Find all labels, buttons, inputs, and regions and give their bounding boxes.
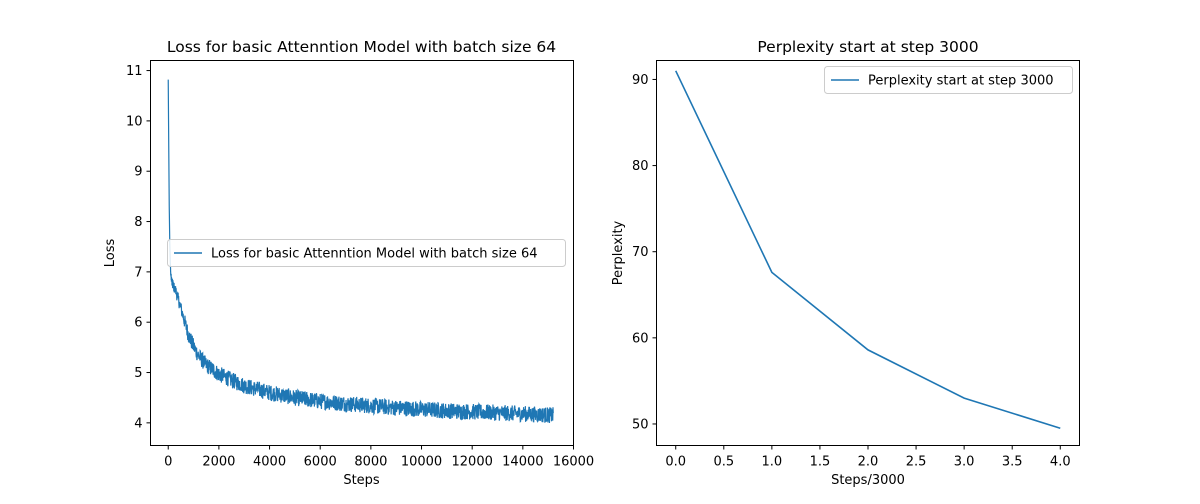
perplexity-x-tick-label: 3.0 bbox=[954, 455, 975, 470]
loss-y-tick-label: 6 bbox=[134, 316, 142, 331]
loss-chart: Loss for basic Attenntion Model with bat… bbox=[103, 38, 594, 488]
loss-y-axis-label: Loss bbox=[103, 239, 118, 268]
perplexity-x-tick-label: 1.5 bbox=[810, 455, 831, 470]
loss-x-tick-label: 0 bbox=[164, 455, 172, 470]
perplexity-x-tick-label: 2.5 bbox=[906, 455, 927, 470]
loss-x-tick-label: 2000 bbox=[202, 455, 235, 470]
loss-x-tick-label: 4000 bbox=[253, 455, 286, 470]
loss-x-tick-label: 6000 bbox=[304, 455, 337, 470]
perplexity-legend-label: Perplexity start at step 3000 bbox=[868, 74, 1054, 89]
perplexity-chart: Perplexity start at step 3000 0.0 0.5 1.0 1… bbox=[611, 38, 1080, 488]
perplexity-y-axis-label: Perplexity bbox=[611, 220, 626, 285]
perplexity-x-ticks: 0.0 0.5 1.0 1.5 2.0 2.5 3.0 3.5 4.0 bbox=[665, 445, 1071, 470]
loss-legend-box bbox=[167, 239, 566, 267]
loss-x-tick-label: 12000 bbox=[452, 455, 493, 470]
loss-y-tick-label: 9 bbox=[134, 165, 142, 180]
loss-plot-frame bbox=[150, 60, 574, 446]
loss-y-ticks: 4 5 6 7 8 9 10 11 bbox=[126, 64, 151, 431]
loss-series-line bbox=[167, 79, 554, 424]
loss-x-tick-label: 14000 bbox=[502, 455, 543, 470]
perplexity-legend: Perplexity start at step 3000 bbox=[824, 66, 1073, 94]
loss-y-tick-label: 11 bbox=[126, 64, 143, 79]
loss-x-axis-label: Steps bbox=[343, 473, 380, 488]
perplexity-legend-box bbox=[824, 66, 1073, 94]
perplexity-plot-area bbox=[675, 70, 1061, 430]
perplexity-x-tick-label: 0.0 bbox=[665, 455, 686, 470]
loss-x-ticks: 0 2000 4000 6000 8000 10000 12000 14000 16000 bbox=[164, 445, 594, 470]
perplexity-plot-frame bbox=[656, 60, 1080, 446]
loss-y-tick-label: 8 bbox=[134, 215, 142, 230]
perplexity-y-tick-label: 60 bbox=[632, 331, 649, 346]
loss-y-tick-label: 7 bbox=[134, 265, 142, 280]
perplexity-x-axis-label: Steps/3000 bbox=[831, 473, 905, 488]
perplexity-x-tick-label: 4.0 bbox=[1050, 455, 1071, 470]
perplexity-y-ticks: 50 60 70 80 90 bbox=[632, 73, 657, 432]
perplexity-y-tick-label: 80 bbox=[632, 159, 649, 174]
loss-legend-label: Loss for basic Attenntion Model with bat… bbox=[211, 247, 538, 262]
perplexity-x-tick-label: 3.5 bbox=[1002, 455, 1023, 470]
perplexity-x-tick-label: 2.0 bbox=[858, 455, 879, 470]
loss-x-tick-label: 10000 bbox=[401, 455, 442, 470]
perplexity-y-tick-label: 70 bbox=[632, 245, 649, 260]
perplexity-y-tick-label: 90 bbox=[632, 73, 649, 88]
loss-y-tick-label: 5 bbox=[134, 366, 142, 381]
perplexity-chart-title: Perplexity start at step 3000 bbox=[757, 38, 978, 56]
loss-x-tick-label: 16000 bbox=[553, 455, 594, 470]
loss-plot-area bbox=[167, 79, 554, 424]
loss-y-tick-label: 4 bbox=[134, 416, 142, 431]
loss-x-tick-label: 8000 bbox=[354, 455, 387, 470]
perplexity-x-tick-label: 0.5 bbox=[713, 455, 734, 470]
loss-chart-title: Loss for basic Attenntion Model with bat… bbox=[167, 38, 556, 56]
loss-legend: Loss for basic Attenntion Model with bat… bbox=[167, 239, 566, 267]
perplexity-series-line bbox=[675, 70, 1061, 430]
perplexity-y-tick-label: 50 bbox=[632, 417, 649, 432]
loss-y-tick-label: 10 bbox=[126, 114, 143, 129]
perplexity-x-tick-label: 1.0 bbox=[762, 455, 783, 470]
